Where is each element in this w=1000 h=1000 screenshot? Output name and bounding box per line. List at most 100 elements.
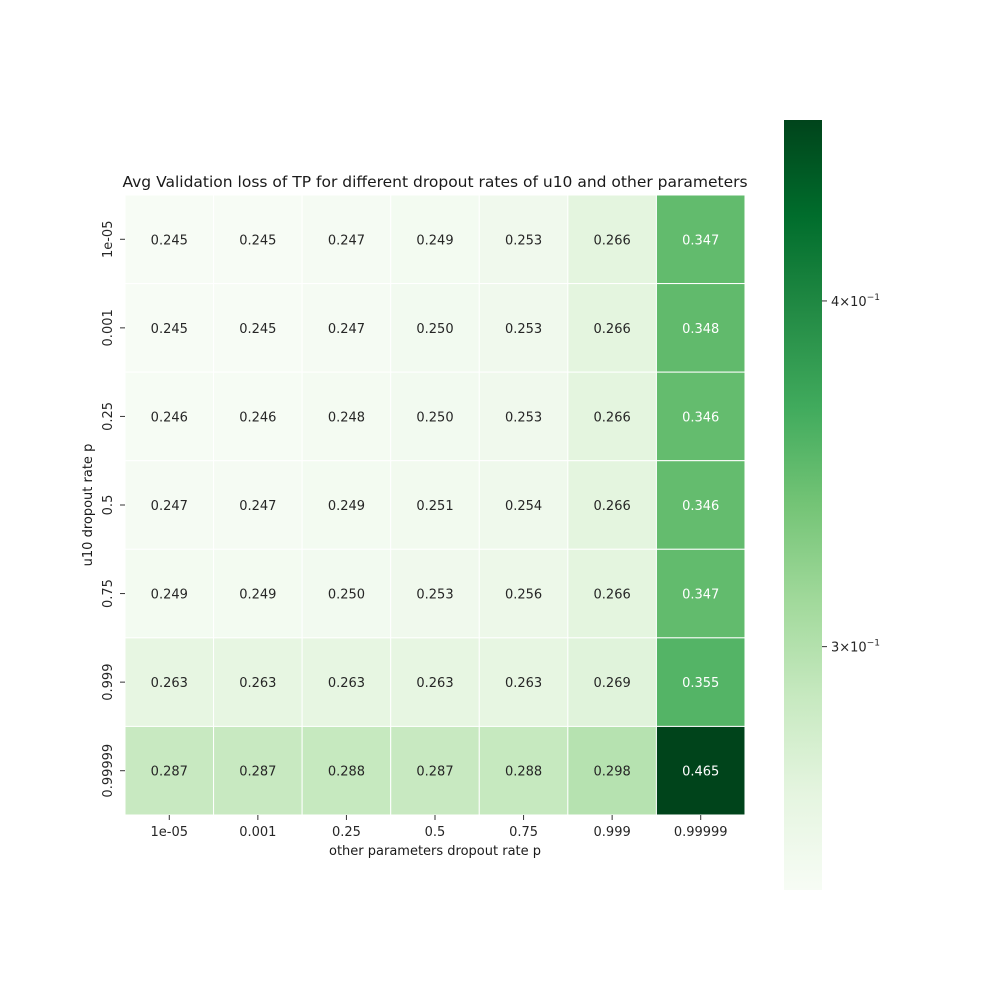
cell-value-label: 0.247 (328, 233, 365, 248)
heatmap-cell (655, 637, 746, 727)
x-tick-label: 0.25 (332, 825, 361, 840)
cell-value-label: 0.250 (328, 588, 365, 603)
heatmap-cell (390, 725, 480, 816)
cell-value-label: 0.269 (594, 676, 631, 691)
heatmap-cell (124, 725, 215, 816)
heatmap-cell (478, 371, 569, 462)
heatmap-cell (213, 194, 303, 285)
heatmap-cell (301, 194, 392, 285)
cell-value-label: 0.263 (239, 676, 276, 691)
y-tick-label: 0.999 (101, 664, 116, 701)
heatmap-cell (390, 194, 480, 285)
cell-value-label: 0.246 (239, 410, 276, 425)
cell-value-label: 0.347 (682, 588, 719, 603)
x-axis-ticks: 1e-05 0.001 0.25 0.5 0.75 0.999 0.99999 (151, 814, 728, 840)
cell-value-label: 0.249 (416, 233, 453, 248)
cell-value-label: 0.253 (505, 322, 542, 337)
colorbar-gradient (784, 120, 822, 890)
heatmap-cell (478, 194, 569, 285)
cell-value-label: 0.248 (328, 410, 365, 425)
heatmap-cell (390, 371, 480, 462)
heatmap-cell (567, 725, 657, 816)
cell-value-label: 0.250 (416, 410, 453, 425)
cell-value-label: 0.250 (416, 322, 453, 337)
heatmap-cell (655, 371, 746, 462)
heatmap-cell (478, 637, 569, 727)
cell-value-label: 0.266 (594, 410, 631, 425)
cell-value-label: 0.263 (328, 676, 365, 691)
x-tick-label: 0.5 (425, 825, 446, 840)
heatmap-cell (213, 460, 303, 550)
heatmap-cell (478, 283, 569, 373)
y-tick-label: 1e-05 (101, 221, 116, 259)
x-tick-label: 1e-05 (151, 825, 189, 840)
cell-value-label: 0.245 (239, 233, 276, 248)
cell-value-label: 0.298 (594, 765, 631, 780)
cell-value-label: 0.249 (151, 588, 188, 603)
cell-value-label: 0.256 (505, 588, 542, 603)
heatmap-cell (213, 371, 303, 462)
cell-value-label: 0.355 (682, 676, 719, 691)
heatmap-cells (124, 194, 746, 816)
cell-value-label: 0.253 (416, 588, 453, 603)
cell-value-label: 0.245 (239, 322, 276, 337)
cell-value-label: 0.465 (682, 765, 719, 780)
heatmap-cell (301, 637, 392, 727)
cell-value-label: 0.263 (416, 676, 453, 691)
cell-value-label: 0.266 (594, 322, 631, 337)
y-axis-label: u10 dropout rate p (81, 444, 96, 567)
cell-value-label: 0.249 (328, 499, 365, 514)
cell-value-label: 0.347 (682, 233, 719, 248)
cell-value-label: 0.251 (416, 499, 453, 514)
cell-value-label: 0.247 (328, 322, 365, 337)
cell-value-label: 0.247 (239, 499, 276, 514)
cell-value-label: 0.287 (416, 765, 453, 780)
cell-value-label: 0.246 (151, 410, 188, 425)
cell-value-label: 0.254 (505, 499, 542, 514)
x-tick-label: 0.001 (239, 825, 276, 840)
heatmap-cell (124, 460, 215, 550)
x-tick-label: 0.99999 (674, 825, 728, 840)
cell-value-label: 0.253 (505, 410, 542, 425)
heatmap-cell (655, 460, 746, 550)
heatmap-cell (301, 371, 392, 462)
cell-value-label: 0.288 (328, 765, 365, 780)
x-tick-label: 0.75 (509, 825, 538, 840)
y-axis-ticks: 1e-05 0.001 0.25 0.5 0.75 0.999 0.99999 (101, 221, 125, 798)
cell-value-label: 0.266 (594, 588, 631, 603)
y-tick-label: 0.001 (101, 309, 116, 346)
heatmap-cell (567, 371, 657, 462)
heatmap-cell (124, 548, 215, 639)
cell-value-label: 0.263 (505, 676, 542, 691)
y-tick-label: 0.99999 (101, 744, 116, 798)
cell-value-label: 0.245 (151, 233, 188, 248)
heatmap-cell (567, 283, 657, 373)
heatmap-cell (213, 637, 303, 727)
heatmap-cell (390, 637, 480, 727)
cell-value-label: 0.346 (682, 499, 719, 514)
colorbar-ticks: 4×10−1 3×10−1 (822, 293, 880, 656)
cell-value-label: 0.348 (682, 322, 719, 337)
cell-value-label: 0.266 (594, 499, 631, 514)
y-tick-label: 0.5 (101, 495, 116, 516)
cell-value-label: 0.245 (151, 322, 188, 337)
cell-value-label: 0.287 (239, 765, 276, 780)
heatmap-cell (478, 725, 569, 816)
cell-value-label: 0.249 (239, 588, 276, 603)
cell-value-label: 0.263 (151, 676, 188, 691)
cell-value-label: 0.287 (151, 765, 188, 780)
heatmap-cell (390, 460, 480, 550)
cell-value-label: 0.346 (682, 410, 719, 425)
heatmap-cell (124, 194, 215, 285)
y-tick-label: 0.25 (101, 402, 116, 431)
heatmap-cell (567, 194, 657, 285)
cell-value-label: 0.253 (505, 233, 542, 248)
colorbar-tick-label: 4×10−1 (831, 293, 880, 310)
heatmap-cell (124, 637, 215, 727)
heatmap-cell (655, 283, 746, 373)
heatmap-cell (567, 460, 657, 550)
heatmap-cell (301, 548, 392, 639)
chart-title: Avg Validation loss of TP for different … (122, 173, 747, 191)
